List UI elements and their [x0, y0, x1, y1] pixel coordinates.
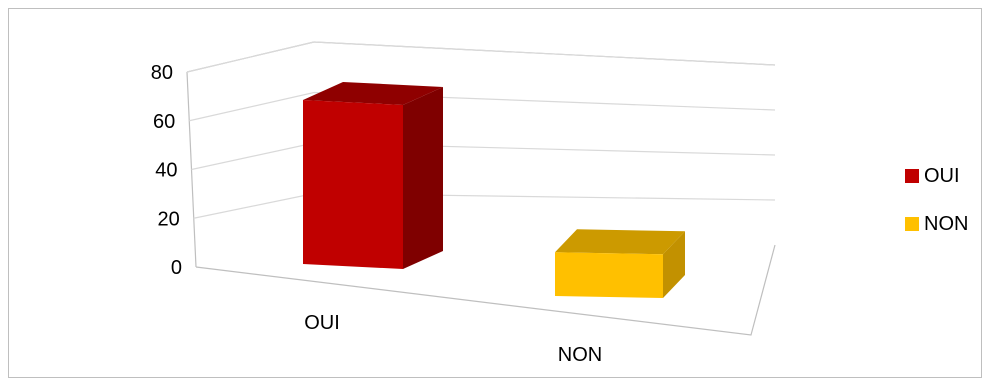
y-tick-label: 60	[153, 111, 175, 133]
chart-area: 0 20 40 60 80 OUI NON OUI NON	[8, 8, 982, 378]
bar-non-side	[663, 231, 685, 298]
y-tick-label: 40	[155, 160, 177, 182]
gridline	[189, 91, 776, 122]
chart-walls	[186, 41, 776, 336]
gridlines	[186, 41, 776, 219]
gridline	[186, 41, 776, 73]
x-axis-categories: OUI NON	[304, 312, 602, 366]
gridline	[193, 192, 776, 219]
bar-non-top	[555, 229, 685, 255]
legend-swatch-non	[905, 217, 919, 231]
bars	[303, 81, 685, 298]
x-category-label: OUI	[304, 312, 340, 334]
y-tick-label: 0	[171, 257, 182, 279]
bar-chart-3d: 0 20 40 60 80 OUI NON OUI NON	[151, 41, 968, 366]
bar-oui	[303, 99, 403, 269]
legend: OUI NON	[905, 165, 968, 235]
bar-oui-side	[403, 86, 443, 269]
legend-swatch-oui	[905, 169, 919, 183]
floor-outline	[195, 244, 776, 336]
legend-label-oui: OUI	[924, 165, 960, 187]
legend-label-non: NON	[924, 213, 968, 235]
y-axis-ticks: 0 20 40 60 80	[151, 62, 182, 279]
bar-non	[555, 252, 663, 298]
y-tick-label: 20	[158, 208, 180, 230]
bar-oui-top	[303, 81, 443, 105]
gridline	[191, 142, 776, 171]
y-tick-label: 80	[151, 62, 173, 84]
x-category-label: NON	[558, 344, 602, 366]
